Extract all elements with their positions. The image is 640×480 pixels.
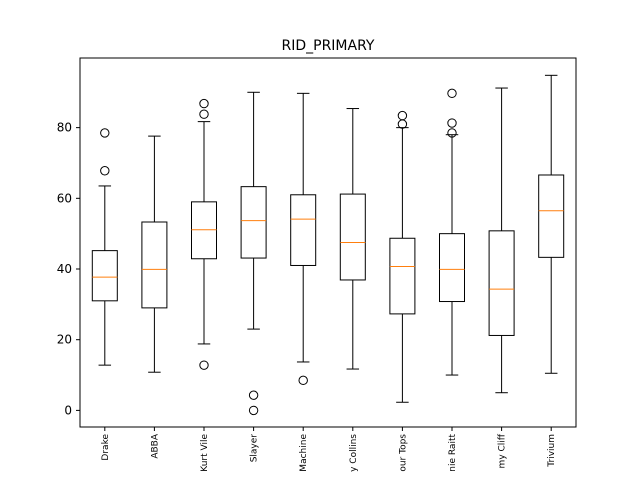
plot-area bbox=[91, 74, 565, 416]
outlier-point bbox=[100, 128, 110, 138]
box-group-8 bbox=[488, 87, 515, 394]
outlier-point bbox=[447, 88, 457, 99]
x-tick-label: ABBA bbox=[150, 433, 160, 459]
x-axis: Drake ABBA Kurt Vile Slayer Machine y Collins… bbox=[101, 427, 557, 472]
x-tick-label: Drake bbox=[101, 434, 111, 461]
outlier-point bbox=[397, 110, 408, 121]
box-group-9 bbox=[538, 74, 565, 374]
iqr-box bbox=[389, 237, 416, 315]
iqr-box bbox=[290, 194, 317, 266]
x-tick-label: my Cliff bbox=[498, 433, 508, 468]
x-tick-label: Kurt Vile bbox=[200, 434, 210, 472]
outlier-point bbox=[199, 360, 209, 370]
x-tick-label: nie Raitt bbox=[448, 434, 458, 472]
x-tick-label: y Collins bbox=[349, 434, 359, 472]
box-group-4 bbox=[290, 92, 317, 386]
iqr-box bbox=[339, 193, 366, 281]
x-tick-label: our Tops bbox=[398, 434, 408, 472]
box-group-3 bbox=[240, 91, 267, 416]
outlier-point bbox=[447, 118, 457, 128]
box-group-0 bbox=[91, 128, 118, 366]
outlier-point bbox=[298, 375, 308, 386]
y-axis: 0 20 40 60 80 bbox=[57, 121, 80, 417]
outlier-point bbox=[199, 98, 209, 109]
chart-title: RID_PRIMARY bbox=[282, 38, 375, 54]
iqr-box bbox=[240, 186, 267, 259]
box-group-2 bbox=[191, 98, 217, 370]
iqr-box bbox=[538, 174, 565, 258]
outlier-point bbox=[248, 405, 259, 416]
box-group-7 bbox=[439, 88, 465, 376]
outlier-point bbox=[248, 390, 259, 400]
outlier-point bbox=[447, 128, 457, 138]
x-tick-label: Slayer bbox=[250, 434, 260, 463]
iqr-box bbox=[191, 201, 217, 260]
y-tick-label: 0 bbox=[64, 403, 72, 417]
box-group-1 bbox=[141, 135, 168, 373]
iqr-box bbox=[439, 233, 465, 303]
iqr-box bbox=[91, 250, 118, 302]
outlier-point bbox=[100, 166, 110, 176]
y-tick-label: 80 bbox=[57, 121, 72, 135]
box-group-6 bbox=[389, 110, 416, 403]
y-tick-label: 40 bbox=[57, 262, 72, 276]
iqr-box bbox=[141, 221, 168, 309]
x-tick-label: Machine bbox=[299, 434, 309, 472]
axes-frame bbox=[79, 57, 577, 428]
x-tick-label: Trivium bbox=[547, 434, 557, 468]
y-tick-label: 60 bbox=[57, 191, 72, 205]
outlier-point bbox=[199, 109, 209, 119]
y-tick-label: 20 bbox=[57, 333, 72, 347]
box-group-5 bbox=[339, 108, 366, 370]
iqr-box bbox=[488, 230, 515, 336]
